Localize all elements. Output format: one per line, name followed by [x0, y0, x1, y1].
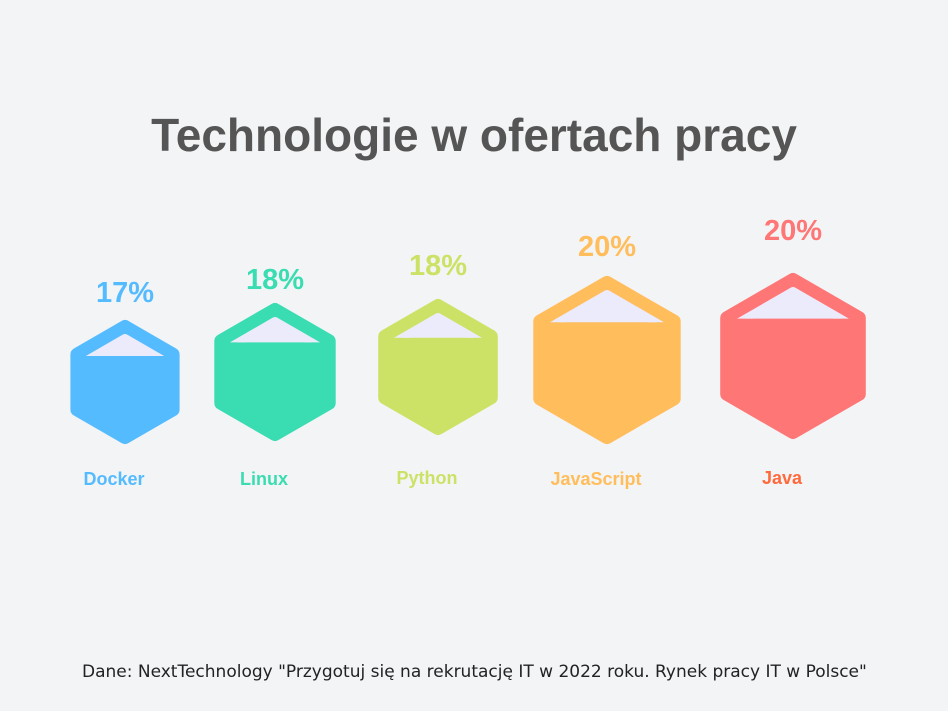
- empty-portion-linux: [230, 317, 320, 343]
- empty-portion-java: [737, 287, 849, 319]
- category-label: JavaScript: [550, 469, 641, 489]
- empty-portion-python: [394, 313, 482, 338]
- value-label: 18%: [409, 250, 467, 282]
- value-label: 17%: [96, 277, 154, 309]
- empty-portion-docker: [85, 334, 165, 356]
- category-label: Java: [762, 468, 803, 488]
- category-label: Python: [397, 468, 458, 488]
- value-label: 18%: [246, 264, 304, 296]
- category-label: Linux: [240, 469, 288, 489]
- value-label: 20%: [578, 231, 636, 263]
- category-label: Docker: [83, 469, 144, 489]
- value-label: 20%: [764, 215, 822, 247]
- source-note: Dane: NextTechnology "Przygotuj się na r…: [82, 662, 867, 682]
- empty-portion-javascript: [550, 290, 664, 323]
- chart-title: Technologie w ofertach pracy: [151, 109, 797, 161]
